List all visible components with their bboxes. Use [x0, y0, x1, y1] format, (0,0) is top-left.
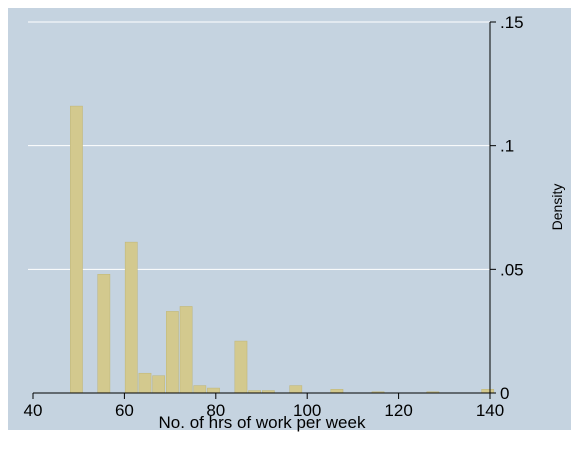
- gridlines: [28, 21, 490, 270]
- histogram-bar: [234, 340, 248, 394]
- y-tick-label: .15: [500, 13, 524, 32]
- histogram-bar: [124, 241, 138, 394]
- y-tick-label: 0: [500, 384, 509, 403]
- x-tick-label: 100: [293, 401, 321, 420]
- x-tick-label: 60: [115, 401, 134, 420]
- y-tick-label: .1: [500, 137, 514, 156]
- y-tick-label: .05: [500, 260, 524, 279]
- x-tick-label: 80: [206, 401, 225, 420]
- axes: [33, 22, 491, 394]
- y-axis-label: Density: [549, 184, 565, 231]
- histogram-bar: [481, 389, 495, 394]
- histogram-bar: [330, 389, 344, 394]
- x-tick-label: 140: [476, 401, 504, 420]
- histogram-bar: [138, 372, 152, 394]
- histogram-bar: [207, 387, 220, 394]
- plot-region: [8, 8, 571, 430]
- histogram-bar: [179, 306, 193, 394]
- x-tick-label: 40: [24, 401, 43, 420]
- histogram-bar: [289, 385, 303, 394]
- x-tick-label: 120: [384, 401, 412, 420]
- histogram-bar: [152, 375, 166, 394]
- histogram-bar: [97, 274, 111, 394]
- bars: [70, 105, 495, 394]
- histogram-bar: [166, 311, 179, 394]
- x-axis-label: No. of hrs of work per week: [159, 413, 366, 432]
- histogram-bar: [193, 385, 207, 394]
- histogram-bar: [70, 105, 83, 394]
